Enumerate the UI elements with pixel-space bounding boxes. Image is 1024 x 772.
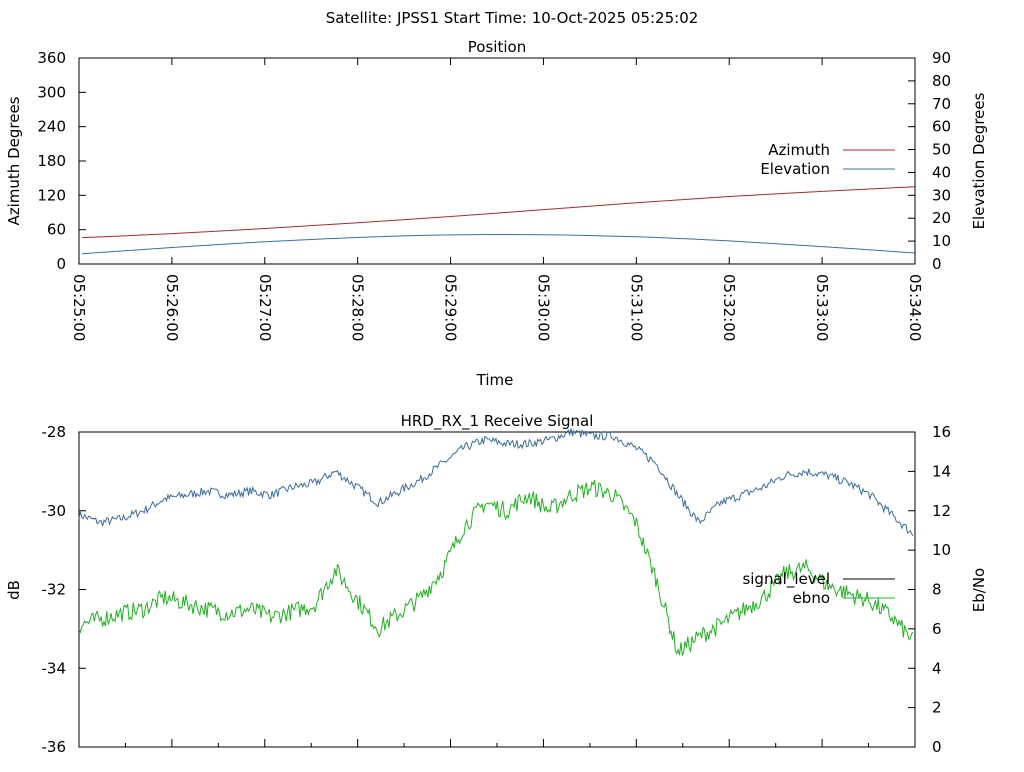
signal-y2-tick-label: 6: [932, 620, 942, 638]
position-x-tick-label: 05:25:00: [70, 274, 88, 341]
position-y2-tick-label: 90: [932, 49, 951, 67]
position-y2-tick-label: 50: [932, 141, 951, 159]
position-legend-label-elevation: Elevation: [760, 160, 830, 178]
position-x-tick-label: 05:34:00: [906, 274, 924, 341]
signal-y2-tick-label: 2: [932, 699, 942, 717]
position-y-tick-label: 240: [37, 118, 66, 136]
position-series-line-azimuth: [82, 186, 916, 239]
position-chart: Position Time Azimuth Degrees Elevation …: [5, 38, 988, 389]
signal-y-tick-label: -34: [42, 659, 67, 677]
signal-y2-tick-label: 10: [932, 541, 951, 559]
position-x-tick-label: 05:33:00: [813, 274, 831, 341]
signal-y2-tick-label: 4: [932, 659, 942, 677]
position-y2-tick-label: 70: [932, 95, 951, 113]
position-y2-tick-label: 40: [932, 163, 951, 181]
signal-y2-tick-label: 16: [932, 423, 951, 441]
position-x-tick-label: 05:26:00: [163, 274, 181, 341]
signal-y2-tick-label: 12: [932, 502, 951, 520]
signal-legend-label-ebno: ebno: [793, 589, 830, 607]
position-y2-tick-label: 20: [932, 209, 951, 227]
signal-plot-frame: [78, 431, 916, 748]
signal-y-tick-label: -30: [42, 502, 67, 520]
signal-y2-tick-label: 14: [932, 462, 951, 480]
position-y2-tick-label: 30: [932, 186, 951, 204]
signal-y2-tick-label: 8: [932, 581, 942, 599]
signal-y2-axis-label: Eb/No: [970, 568, 988, 612]
position-x-tick-label: 05:27:00: [256, 274, 274, 341]
signal-y-tick-label: -28: [42, 423, 67, 441]
signal-y-tick-label: -32: [42, 581, 67, 599]
position-x-tick-label: 05:28:00: [349, 274, 367, 341]
position-legend-label-azimuth: Azimuth: [768, 141, 830, 159]
signal-series-line-signal-level: [78, 428, 914, 537]
signal-chart-title: HRD_RX_1 Receive Signal: [401, 412, 594, 431]
position-x-axis-label: Time: [476, 371, 514, 389]
signal-y-tick-label: -36: [42, 738, 67, 756]
position-x-tick-label: 05:29:00: [442, 274, 460, 341]
position-y2-tick-label: 10: [932, 232, 951, 250]
position-y-tick-label: 300: [37, 83, 66, 101]
position-y-axis-label: Azimuth Degrees: [5, 96, 23, 225]
position-y-tick-label: 0: [56, 255, 66, 273]
position-y-tick-label: 120: [37, 186, 66, 204]
position-chart-title: Position: [468, 38, 526, 56]
position-y2-axis-label: Elevation Degrees: [970, 92, 988, 229]
position-series-line-elevation: [82, 234, 916, 255]
position-x-tick-label: 05:31:00: [627, 274, 645, 341]
position-x-tick-label: 05:32:00: [720, 274, 738, 341]
position-x-tick-label: 05:30:00: [534, 274, 552, 341]
signal-legend-label-signal-level: signal_level: [742, 570, 830, 589]
page-title: Satellite: JPSS1 Start Time: 10-Oct-2025…: [326, 9, 699, 27]
signal-series-line-ebno: [78, 479, 914, 657]
position-y-tick-label: 60: [47, 221, 66, 239]
position-y-tick-label: 180: [37, 152, 66, 170]
signal-y2-tick-label: 0: [932, 738, 942, 756]
position-y2-tick-label: 80: [932, 72, 951, 90]
position-y-tick-label: 360: [37, 49, 66, 67]
position-y2-tick-label: 0: [932, 255, 942, 273]
receive-signal-chart: HRD_RX_1 Receive Signal dB Eb/No -36 -34 -…: [5, 412, 988, 756]
position-y2-tick-label: 60: [932, 118, 951, 136]
signal-y-axis-label: dB: [5, 580, 23, 600]
